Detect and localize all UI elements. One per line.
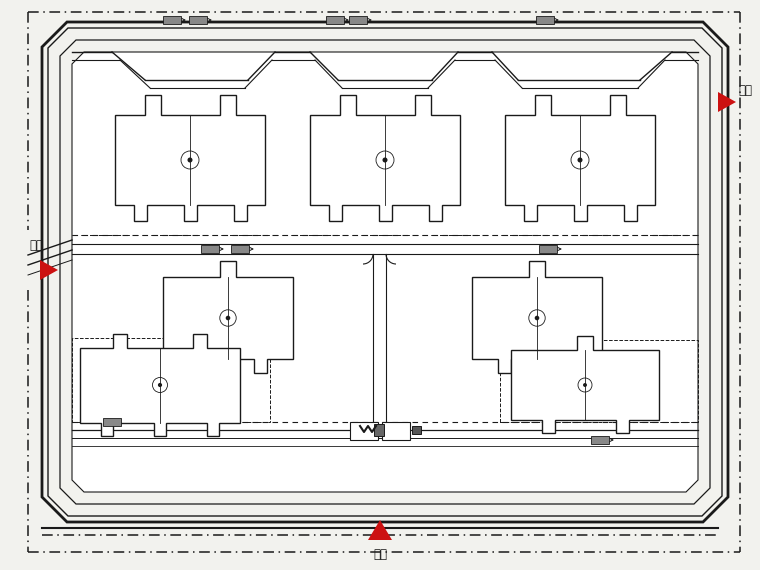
Circle shape [226, 316, 230, 320]
Circle shape [583, 383, 587, 387]
Polygon shape [310, 95, 460, 221]
Bar [350, 422, 378, 440]
Bar [539, 245, 557, 253]
Polygon shape [42, 22, 728, 522]
Bar [201, 245, 219, 253]
Polygon shape [718, 92, 736, 112]
Polygon shape [72, 52, 698, 492]
Bar [231, 245, 249, 253]
Circle shape [578, 157, 582, 162]
Text: 大门: 大门 [738, 83, 752, 96]
Bar [103, 418, 121, 426]
Polygon shape [163, 261, 293, 373]
Polygon shape [511, 336, 659, 433]
Text: 大门: 大门 [373, 548, 387, 561]
Polygon shape [115, 95, 265, 221]
Bar [374, 424, 384, 436]
Bar [163, 16, 181, 24]
Bar [536, 16, 554, 24]
Text: 大门: 大门 [29, 239, 43, 252]
Bar [412, 426, 421, 434]
Circle shape [158, 383, 162, 387]
Polygon shape [40, 260, 58, 280]
Polygon shape [505, 95, 655, 221]
Bar [591, 436, 609, 444]
Bar [349, 16, 367, 24]
Circle shape [188, 157, 192, 162]
Circle shape [382, 157, 388, 162]
Bar [326, 16, 344, 24]
Circle shape [535, 316, 540, 320]
Polygon shape [80, 333, 240, 435]
Polygon shape [472, 261, 602, 373]
Bar [189, 16, 207, 24]
Polygon shape [368, 520, 392, 540]
Bar [382, 422, 410, 440]
